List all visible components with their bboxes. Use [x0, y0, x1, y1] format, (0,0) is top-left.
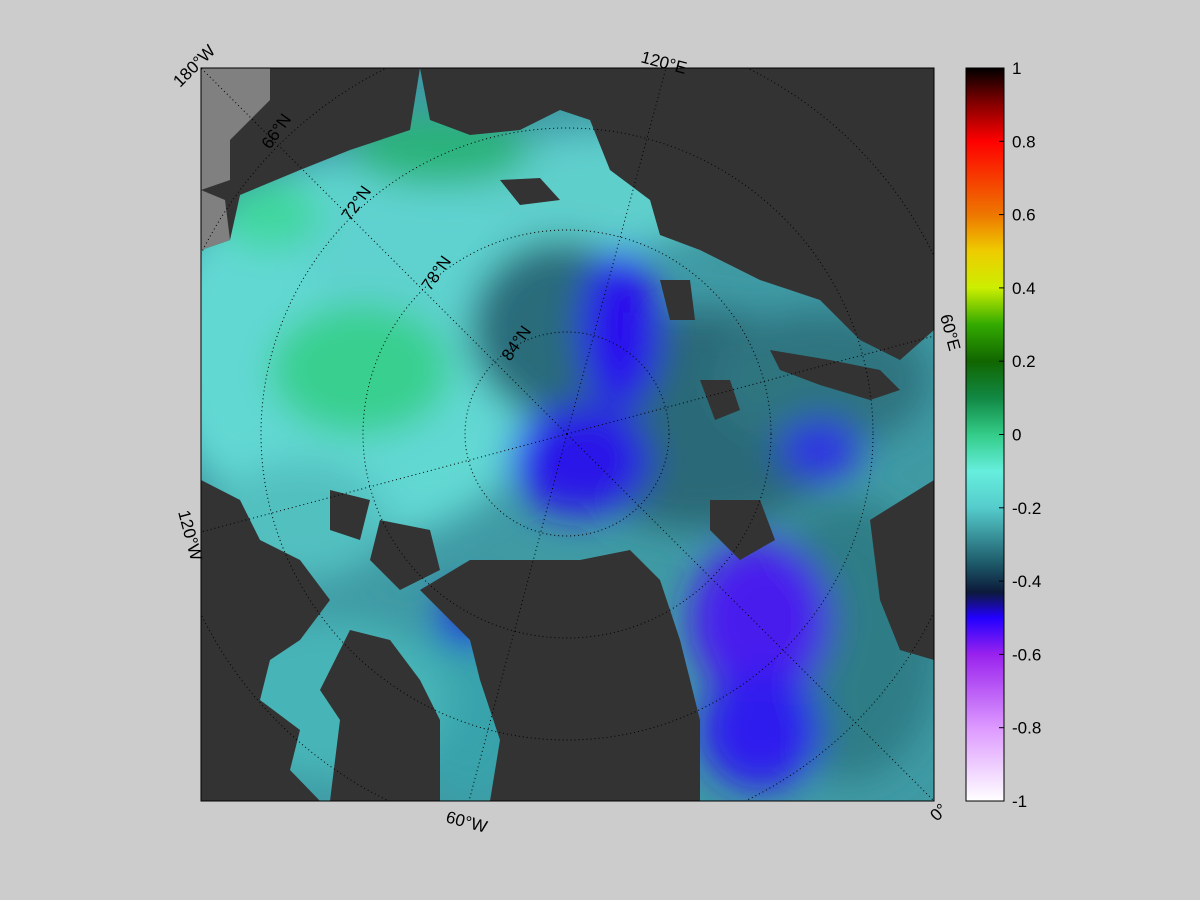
- lon-label-60e: 60°E: [936, 312, 964, 353]
- colorbar-tick-label: -0.8: [1012, 719, 1041, 738]
- colorbar: 1 0.8 0.6 0.4 0.2 0 -0.2 -0.4 -0.6 -0.8 -1: [965, 59, 1041, 811]
- colorbar-gradient: [966, 68, 1004, 801]
- colorbar-tick-label: 0.2: [1012, 352, 1036, 371]
- lon-label-0: 0°: [926, 800, 951, 825]
- colorbar-ticks: 1 0.8 0.6 0.4 0.2 0 -0.2 -0.4 -0.6 -0.8 -1: [999, 59, 1041, 811]
- colorbar-tick-label: -0.6: [1012, 645, 1041, 664]
- colorbar-tick-label: -0.4: [1012, 572, 1041, 591]
- colorbar-tick-label: 0.6: [1012, 206, 1036, 225]
- colorbar-tick-label: 0: [1012, 426, 1021, 445]
- graticule-parallels: [201, 68, 934, 801]
- parallel-72n: [260, 127, 874, 741]
- graticule-meridians: [201, 68, 934, 801]
- colorbar-tick-label: 0.4: [1012, 279, 1036, 298]
- colorbar-tick-label: -0.2: [1012, 499, 1041, 518]
- parallel-78n: [362, 229, 772, 639]
- colorbar-tick-label: 0.8: [1012, 132, 1036, 151]
- colorbar-tick-label: -1: [1012, 792, 1027, 811]
- colorbar-tick-label: 1: [1012, 59, 1021, 78]
- missing-data: [201, 68, 270, 250]
- parallel-84n: [464, 331, 670, 537]
- map-frame: [200, 67, 935, 802]
- map-panel: [201, 68, 934, 801]
- lon-label-60w: 60°W: [444, 808, 489, 837]
- land-masses: [201, 68, 934, 801]
